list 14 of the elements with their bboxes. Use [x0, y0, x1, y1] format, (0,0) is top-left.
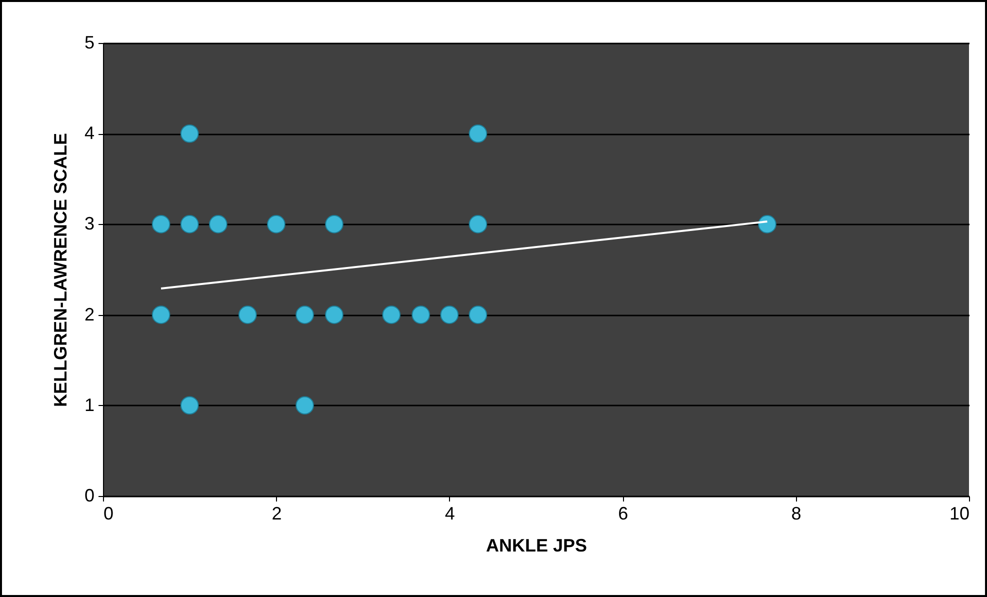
y-axis-title: KELLGREN-LAWRENCE SCALE	[50, 133, 70, 407]
x-tick-label: 4	[444, 504, 455, 524]
x-tick-label: 10	[949, 504, 970, 524]
x-axis-title: ANKLE JPS	[486, 536, 588, 556]
x-tick-label: 8	[791, 504, 802, 524]
x-tick-label: 6	[618, 504, 628, 524]
y-tick-label: 4	[84, 123, 94, 144]
y-tick-label: 2	[84, 304, 94, 324]
y-tick-label: 3	[84, 214, 94, 234]
x-tick-label: 0	[104, 504, 114, 524]
x-tick-label: 2	[272, 504, 282, 524]
y-tick-label: 5	[84, 32, 94, 52]
y-tick-label: 0	[84, 486, 94, 506]
y-tick-label: 1	[84, 394, 94, 415]
